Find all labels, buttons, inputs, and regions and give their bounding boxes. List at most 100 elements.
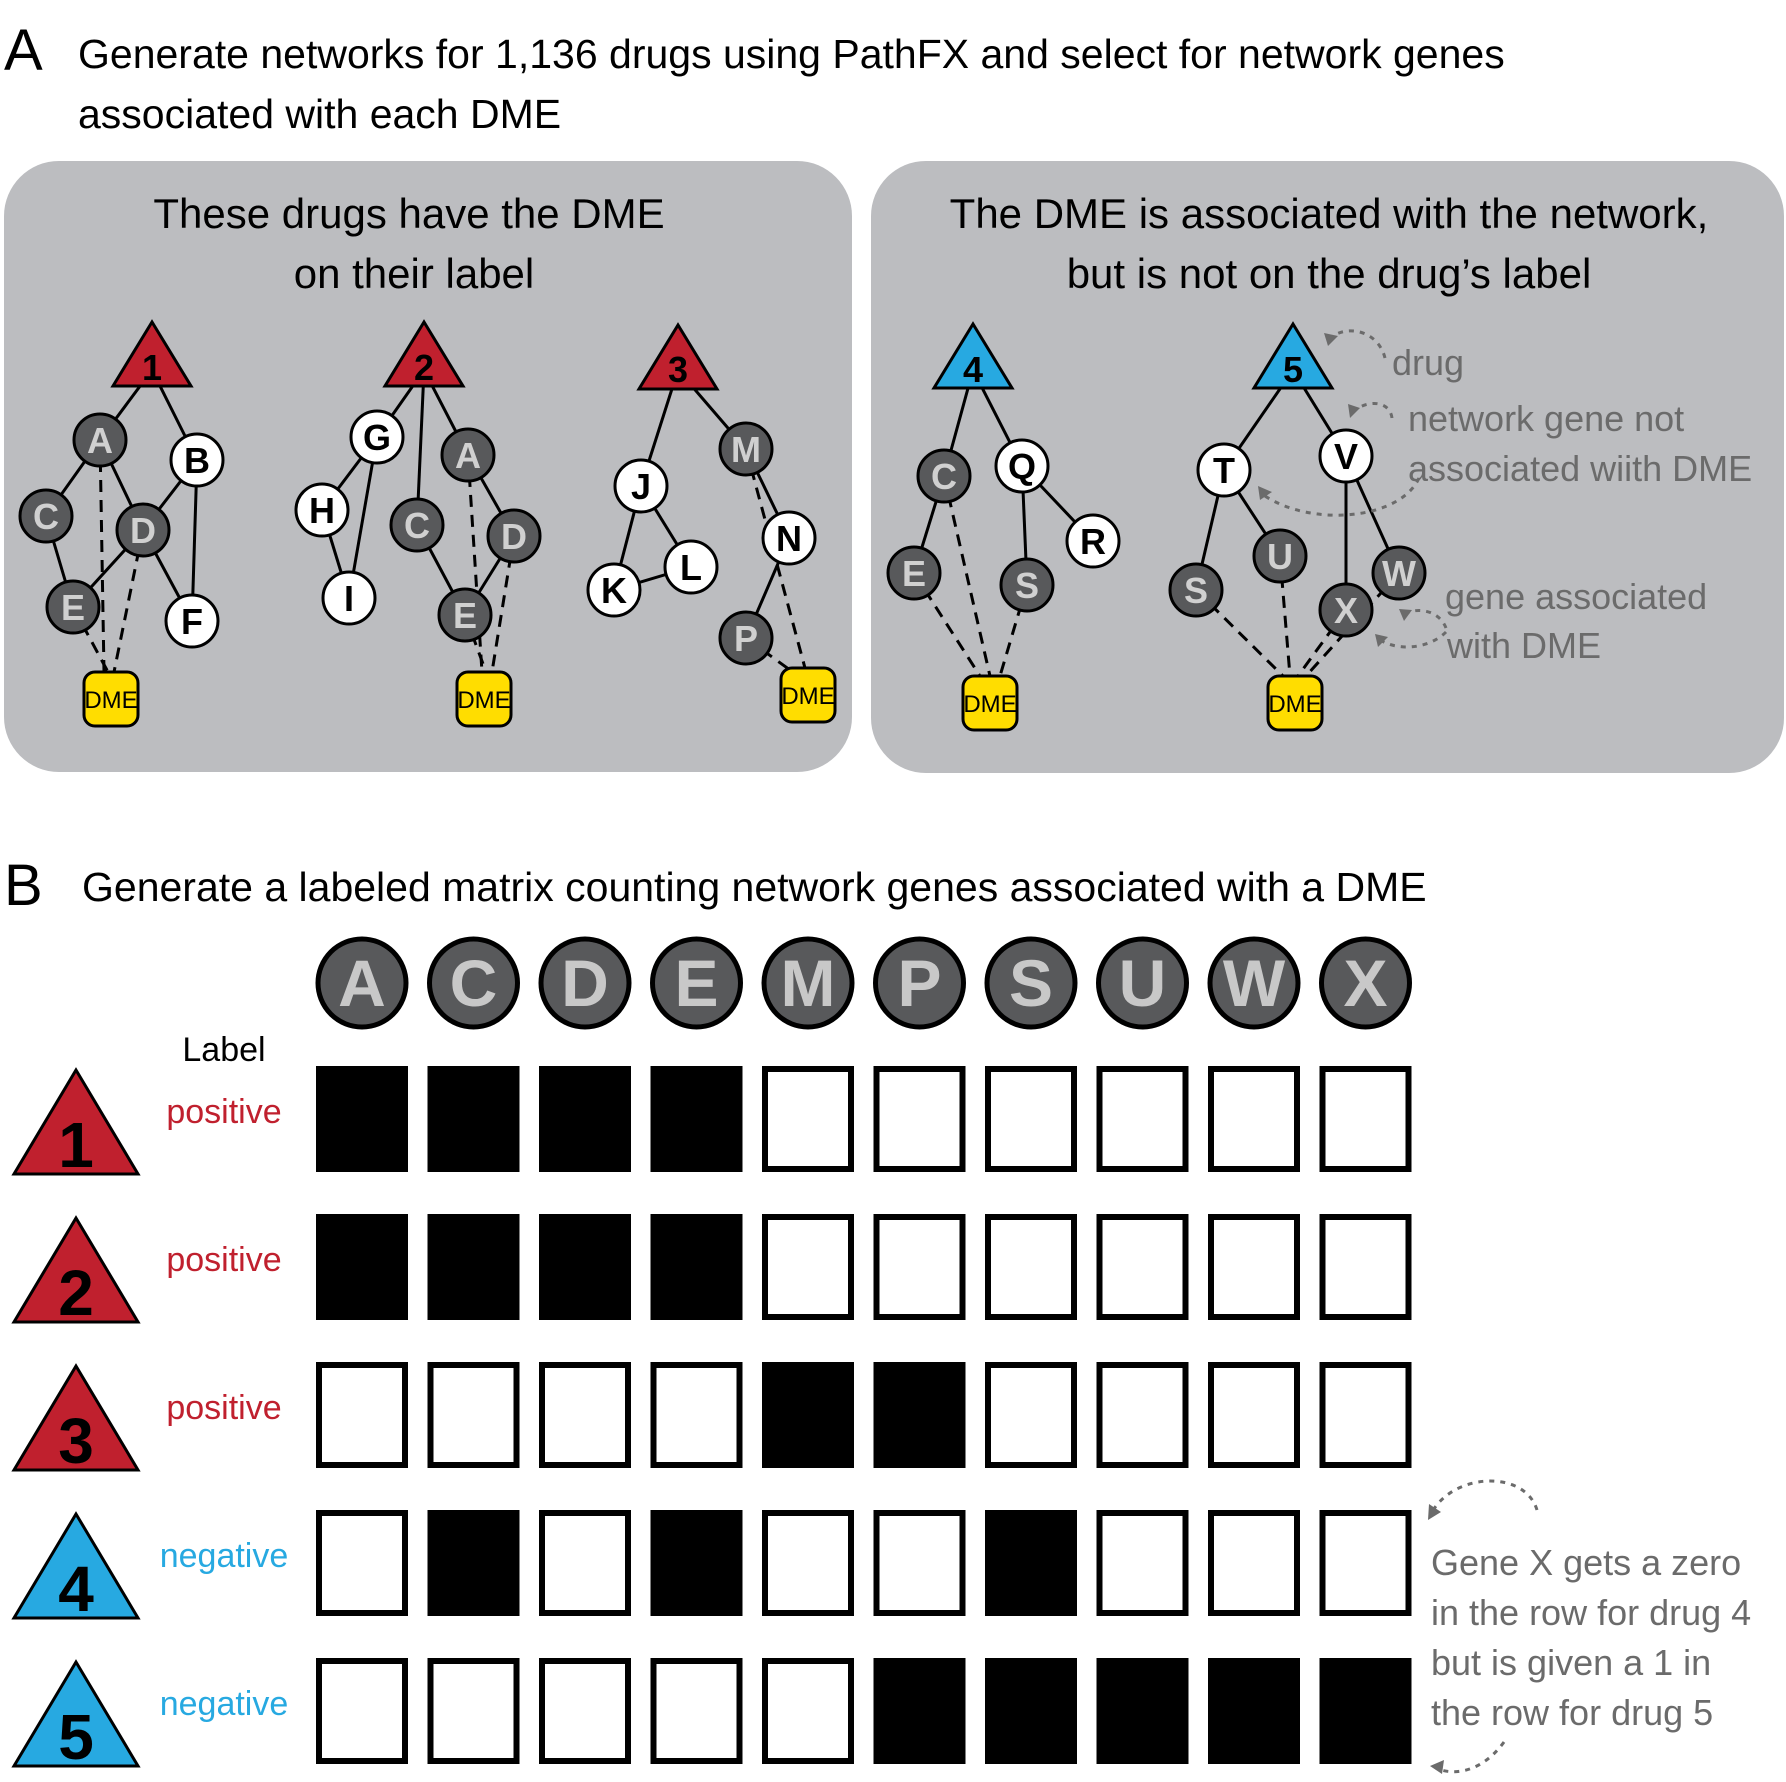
column-header-letter: C: [450, 946, 498, 1020]
matrix-row: 2 positive: [11, 1214, 1412, 1329]
left-box-title-line1: These drugs have the DME: [153, 190, 664, 237]
column-header-circle: [1319, 936, 1412, 1030]
column-header-letter: S: [1009, 946, 1053, 1020]
gene-letter: X: [1334, 590, 1358, 631]
matrix-cell: [873, 1214, 966, 1320]
column-header-circle: [650, 936, 743, 1030]
row-drug-triangle: [11, 1067, 141, 1176]
note-line-2: in the row for drug 4: [1431, 1592, 1751, 1633]
right-box-title-line1: The DME is associated with the network,: [950, 190, 1709, 237]
matrix-cell: [427, 1510, 520, 1616]
matrix-cell: [1096, 1362, 1189, 1468]
matrix-cell: [762, 1066, 854, 1172]
column-header: A: [315, 936, 409, 1030]
matrix-cell: [1319, 1066, 1412, 1172]
matrix-cell: [1319, 1362, 1412, 1468]
row-label: negative: [160, 1685, 289, 1723]
gene-node: G: [349, 409, 405, 465]
gene-node: J: [613, 458, 669, 514]
dme-node: DME: [779, 666, 837, 724]
row-drug-number: 5: [58, 1701, 94, 1773]
gene-node: E: [437, 587, 493, 643]
column-header-letter: W: [1223, 946, 1286, 1020]
column-header: W: [1207, 936, 1301, 1030]
column-header: M: [761, 936, 855, 1030]
matrix-cell: [1208, 1510, 1300, 1616]
column-header: S: [984, 936, 1078, 1030]
matrix-cell: [1208, 1362, 1300, 1468]
gene-letter: K: [601, 570, 627, 611]
matrix-cell: [985, 1510, 1077, 1616]
gene-letter: E: [902, 553, 926, 594]
gene-letter: C: [33, 496, 59, 537]
column-header-letter: A: [338, 946, 386, 1020]
column-header-circle: [984, 936, 1078, 1030]
panel-a-title-line1: Generate networks for 1,136 drugs using …: [78, 31, 1505, 77]
matrix-cell: [873, 1510, 966, 1616]
gene-letter: S: [1015, 565, 1039, 606]
column-header-letter: D: [561, 946, 609, 1020]
matrix-cell: [539, 1658, 631, 1764]
matrix-cell: [985, 1066, 1077, 1172]
gene-letter: V: [1334, 436, 1358, 477]
matrix-cell: [1096, 1066, 1189, 1172]
annotation-drug: drug: [1392, 342, 1464, 383]
gene-letter: L: [680, 547, 702, 588]
gene-nodes: A B C D E F G H I A C D E J K L M N P C …: [18, 409, 1427, 666]
gene-node: A: [72, 412, 128, 468]
drug-2-number: 2: [414, 347, 434, 388]
gene-letter: N: [776, 518, 802, 559]
gene-node: U: [1252, 528, 1308, 584]
gene-letter: S: [1184, 570, 1208, 611]
column-header: U: [1096, 936, 1189, 1030]
gene-letter: D: [501, 516, 527, 557]
column-header: E: [650, 936, 743, 1030]
matrix-cell: [316, 1066, 408, 1172]
gene-node: E: [886, 545, 942, 601]
column-header-circle: [761, 936, 855, 1030]
dme-node: DME: [1266, 674, 1324, 732]
dme-label: DME: [781, 683, 834, 710]
note-line-4: the row for drug 5: [1431, 1692, 1713, 1733]
row-label: positive: [166, 1389, 281, 1427]
annotation-not-assoc-line2: associated wiith DME: [1408, 448, 1752, 489]
dme-label: DME: [84, 687, 137, 714]
gene-letter: H: [309, 490, 335, 531]
gene-letter: B: [184, 440, 210, 481]
column-header-letter: X: [1343, 946, 1387, 1020]
gene-node: E: [45, 579, 101, 635]
column-header: D: [538, 936, 632, 1030]
gene-node: T: [1196, 442, 1252, 498]
right-box-title-line2: but is not on the drug’s label: [1067, 250, 1592, 297]
gene-letter: J: [631, 466, 651, 507]
panel-b-letter: B: [4, 853, 43, 918]
gene-node: A: [440, 427, 496, 483]
matrix-cell: [1319, 1658, 1412, 1764]
matrix-cell: [873, 1066, 966, 1172]
gene-letter: E: [453, 595, 477, 636]
gene-letter: E: [61, 587, 85, 628]
gene-letter: P: [734, 618, 758, 659]
column-header: X: [1319, 936, 1412, 1030]
matrix-cell: [539, 1214, 631, 1320]
row-drug-triangle: [11, 1659, 141, 1768]
matrix-cell: [316, 1510, 408, 1616]
gene-node: D: [486, 508, 542, 564]
matrix-cell: [762, 1214, 854, 1320]
matrix-cell: [1208, 1214, 1300, 1320]
matrix-cell: [427, 1066, 520, 1172]
gene-letter: A: [87, 420, 113, 461]
gene-letter: A: [455, 435, 481, 476]
matrix-cell: [650, 1066, 743, 1172]
matrix-row: 1 positive: [11, 1066, 1412, 1181]
gene-letter: D: [130, 510, 156, 551]
panel-a-letter: A: [4, 18, 43, 83]
dme-node: DME: [455, 670, 513, 728]
gene-letter: C: [404, 505, 430, 546]
gene-letter: C: [931, 456, 957, 497]
gene-letter: M: [731, 429, 761, 470]
gene-node: D: [115, 502, 171, 558]
dme-node: DME: [961, 674, 1019, 732]
